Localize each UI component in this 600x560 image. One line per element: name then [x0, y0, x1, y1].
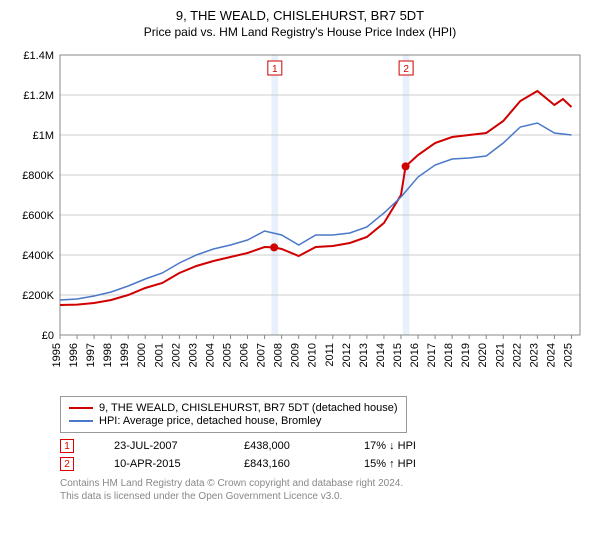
svg-text:1997: 1997 — [85, 343, 97, 367]
marker-date: 10-APR-2015 — [114, 458, 204, 470]
svg-text:£1.2M: £1.2M — [23, 90, 54, 102]
svg-text:2017: 2017 — [426, 343, 438, 367]
series-property — [60, 91, 571, 305]
svg-text:2: 2 — [403, 64, 409, 75]
svg-text:2020: 2020 — [477, 343, 489, 367]
line-chart: £0 £200K £400K £600K £800K £1M £1.2M £1.4M 1995 1… — [10, 45, 590, 385]
svg-text:2016: 2016 — [409, 343, 421, 367]
svg-text:2019: 2019 — [460, 343, 472, 367]
svg-text:£1.4M: £1.4M — [23, 50, 54, 62]
svg-text:2022: 2022 — [511, 343, 523, 367]
svg-text:£400K: £400K — [22, 250, 54, 262]
svg-text:2012: 2012 — [341, 343, 353, 367]
svg-text:2018: 2018 — [443, 343, 455, 367]
legend-swatch — [69, 407, 93, 409]
svg-text:£1M: £1M — [33, 130, 54, 142]
legend-label: HPI: Average price, detached house, Brom… — [99, 415, 321, 427]
legend-row: HPI: Average price, detached house, Brom… — [69, 415, 398, 427]
svg-text:1995: 1995 — [51, 343, 63, 367]
series-hpi — [60, 123, 571, 300]
marker-price: £843,160 — [244, 458, 324, 470]
marker-price: £438,000 — [244, 440, 324, 452]
legend-swatch — [69, 420, 93, 422]
svg-text:2015: 2015 — [392, 343, 404, 367]
svg-text:2024: 2024 — [545, 343, 557, 367]
svg-text:2000: 2000 — [136, 343, 148, 367]
chart-container: 9, THE WEALD, CHISLEHURST, BR7 5DT Price… — [0, 0, 600, 560]
title-line-1: 9, THE WEALD, CHISLEHURST, BR7 5DT — [10, 8, 590, 23]
marker-row: 1 23-JUL-2007 £438,000 17% ↓ HPI — [60, 439, 590, 453]
svg-text:£800K: £800K — [22, 170, 54, 182]
svg-text:2009: 2009 — [290, 343, 302, 367]
svg-text:2023: 2023 — [528, 343, 540, 367]
marker-delta: 17% ↓ HPI — [364, 440, 416, 452]
legend-row: 9, THE WEALD, CHISLEHURST, BR7 5DT (deta… — [69, 402, 398, 414]
marker-delta: 15% ↑ HPI — [364, 458, 416, 470]
svg-text:1: 1 — [272, 64, 278, 75]
svg-text:2005: 2005 — [221, 343, 233, 367]
marker-badge: 1 — [60, 439, 74, 453]
svg-text:2004: 2004 — [204, 343, 216, 367]
svg-text:£0: £0 — [42, 330, 54, 342]
svg-text:£600K: £600K — [22, 210, 54, 222]
sale-marker-dot — [270, 243, 278, 251]
sale-marker-dot — [402, 162, 410, 170]
footer-line-2: This data is licensed under the Open Gov… — [60, 490, 590, 503]
svg-text:1999: 1999 — [119, 343, 131, 367]
footer-note: Contains HM Land Registry data © Crown c… — [60, 477, 590, 503]
svg-text:£200K: £200K — [22, 290, 54, 302]
svg-text:2003: 2003 — [187, 343, 199, 367]
svg-text:2013: 2013 — [358, 343, 370, 367]
svg-text:2007: 2007 — [256, 343, 268, 367]
svg-text:2008: 2008 — [273, 343, 285, 367]
legend-label: 9, THE WEALD, CHISLEHURST, BR7 5DT (deta… — [99, 402, 398, 414]
svg-text:1998: 1998 — [102, 343, 114, 367]
svg-text:2010: 2010 — [307, 343, 319, 367]
svg-text:1996: 1996 — [68, 343, 80, 367]
title-line-2: Price paid vs. HM Land Registry's House … — [10, 25, 590, 39]
sale-marker-table: 1 23-JUL-2007 £438,000 17% ↓ HPI 2 10-APR-201… — [60, 439, 590, 471]
marker-date: 23-JUL-2007 — [114, 440, 204, 452]
marker-badge: 2 — [60, 457, 74, 471]
svg-text:2025: 2025 — [562, 343, 574, 367]
svg-text:2021: 2021 — [494, 343, 506, 367]
svg-text:2006: 2006 — [239, 343, 251, 367]
legend: 9, THE WEALD, CHISLEHURST, BR7 5DT (deta… — [60, 396, 407, 433]
footer-line-1: Contains HM Land Registry data © Crown c… — [60, 477, 590, 490]
svg-text:2011: 2011 — [324, 343, 336, 367]
svg-text:2014: 2014 — [375, 343, 387, 367]
chart-area: £0 £200K £400K £600K £800K £1M £1.2M £1.4M 1995 1… — [10, 45, 590, 390]
svg-text:2002: 2002 — [170, 343, 182, 367]
marker-row: 2 10-APR-2015 £843,160 15% ↑ HPI — [60, 457, 590, 471]
svg-text:2001: 2001 — [153, 343, 165, 367]
